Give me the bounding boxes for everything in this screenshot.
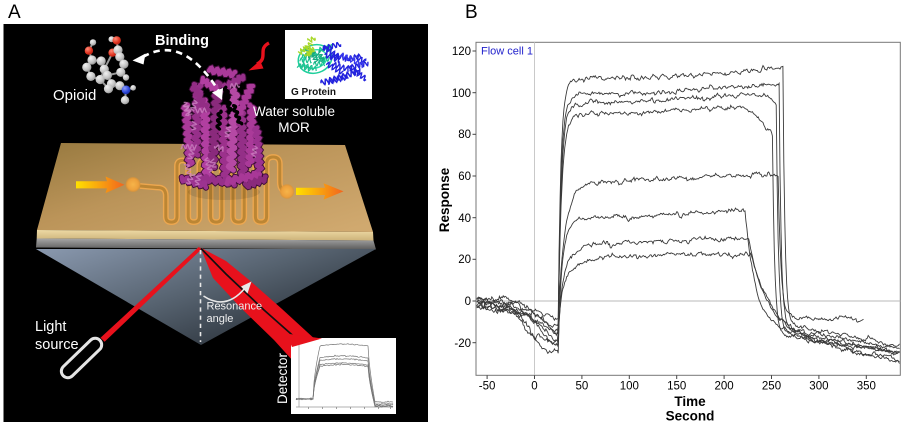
svg-text:angle: angle xyxy=(207,313,234,325)
svg-text:150: 150 xyxy=(667,381,686,393)
svg-text:Opioid: Opioid xyxy=(53,87,96,104)
svg-text:250: 250 xyxy=(762,381,781,393)
svg-text:100: 100 xyxy=(452,88,471,100)
svg-text:-50: -50 xyxy=(479,381,496,393)
svg-text:Second: Second xyxy=(666,409,715,422)
svg-text:Response: Response xyxy=(437,167,452,232)
svg-text:Detector: Detector xyxy=(275,352,290,404)
svg-text:120: 120 xyxy=(452,46,471,58)
svg-text:80: 80 xyxy=(458,129,471,141)
svg-text:-20: -20 xyxy=(454,338,471,350)
svg-text:Water soluble: Water soluble xyxy=(253,104,335,119)
svg-text:20: 20 xyxy=(458,254,471,266)
svg-text:G Protein: G Protein xyxy=(291,87,336,98)
svg-text:Light: Light xyxy=(35,319,66,335)
svg-text:0: 0 xyxy=(465,296,471,308)
svg-text:60: 60 xyxy=(458,171,471,183)
svg-text:100: 100 xyxy=(620,381,639,393)
svg-text:Time: Time xyxy=(674,394,706,409)
svg-text:350: 350 xyxy=(857,381,876,393)
svg-text:source: source xyxy=(35,337,79,353)
svg-text:Flow cell 1: Flow cell 1 xyxy=(481,46,533,58)
svg-text:300: 300 xyxy=(809,381,828,393)
svg-text:200: 200 xyxy=(715,381,734,393)
svg-text:50: 50 xyxy=(576,381,589,393)
svg-text:MOR: MOR xyxy=(278,120,310,135)
svg-text:Binding: Binding xyxy=(155,33,209,49)
svg-text:40: 40 xyxy=(458,213,471,225)
svg-text:0: 0 xyxy=(531,381,537,393)
svg-text:Resonance: Resonance xyxy=(207,301,263,313)
